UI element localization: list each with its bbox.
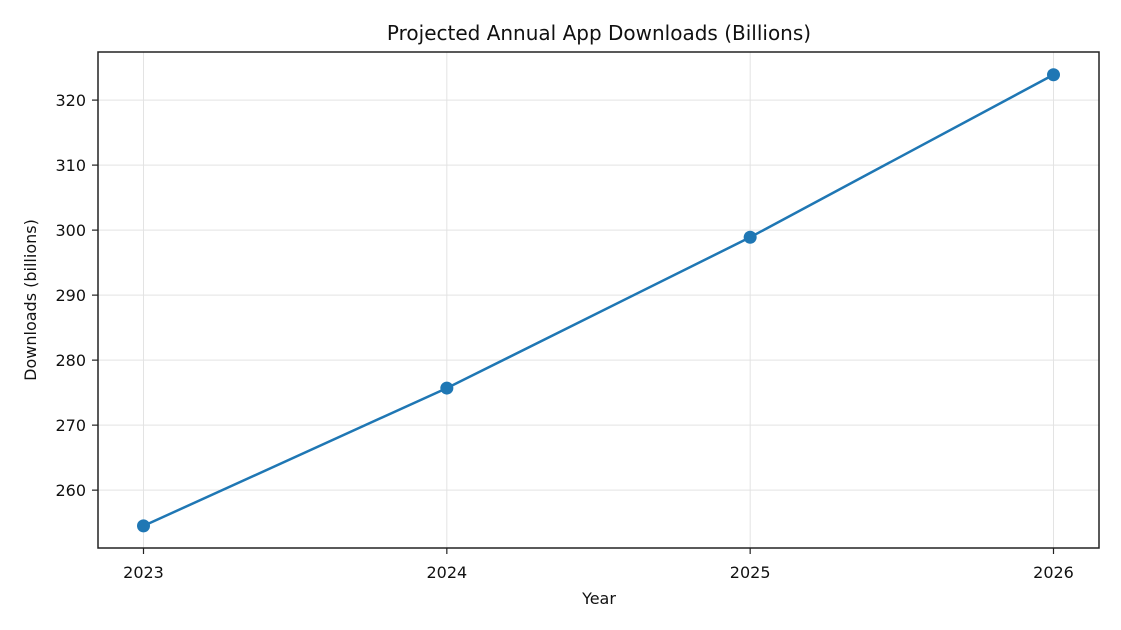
data-point-marker bbox=[743, 230, 757, 244]
x-axis-label: Year bbox=[581, 589, 616, 608]
x-tick-label: 2024 bbox=[426, 563, 467, 582]
y-tick-label: 290 bbox=[55, 286, 86, 305]
series-line bbox=[142, 73, 1055, 528]
y-tick-label: 300 bbox=[55, 221, 86, 240]
x-tick-label: 2023 bbox=[123, 563, 164, 582]
data-series bbox=[137, 68, 1060, 533]
y-axis-ticks: 260 270 280 290 300 310 320 bbox=[55, 91, 98, 500]
x-axis-ticks: 2023 2024 2025 2026 bbox=[123, 548, 1074, 582]
y-tick-label: 260 bbox=[55, 481, 86, 500]
data-point-marker bbox=[1047, 68, 1060, 82]
x-tick-label: 2026 bbox=[1033, 563, 1074, 582]
y-tick-label: 310 bbox=[55, 156, 86, 175]
y-tick-label: 280 bbox=[55, 351, 86, 370]
data-point-marker bbox=[440, 381, 454, 395]
y-tick-label: 320 bbox=[55, 91, 86, 110]
data-point-marker bbox=[137, 519, 150, 533]
plot-frame bbox=[97, 51, 1100, 549]
gridlines bbox=[98, 52, 1099, 548]
chart-title: Projected Annual App Downloads (Billions… bbox=[387, 21, 811, 45]
y-tick-label: 270 bbox=[55, 416, 86, 435]
y-axis-label: Downloads (billions) bbox=[21, 219, 40, 381]
x-tick-label: 2025 bbox=[730, 563, 771, 582]
